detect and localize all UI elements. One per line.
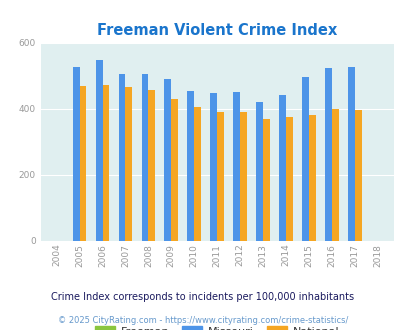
Bar xyxy=(256,102,262,241)
Bar xyxy=(164,79,171,241)
Bar xyxy=(118,74,125,241)
Bar xyxy=(324,68,331,241)
Text: Crime Index corresponds to incidents per 100,000 inhabitants: Crime Index corresponds to incidents per… xyxy=(51,292,354,302)
Bar xyxy=(171,99,178,241)
Legend: Freeman, Missouri, National: Freeman, Missouri, National xyxy=(90,322,343,330)
Bar xyxy=(102,85,109,241)
Bar xyxy=(262,119,269,241)
Bar xyxy=(194,107,200,241)
Bar xyxy=(239,112,246,241)
Bar xyxy=(141,74,148,241)
Bar xyxy=(210,93,217,241)
Bar xyxy=(148,90,155,241)
Text: © 2025 CityRating.com - https://www.cityrating.com/crime-statistics/: © 2025 CityRating.com - https://www.city… xyxy=(58,316,347,325)
Bar xyxy=(187,91,194,241)
Bar xyxy=(279,95,285,241)
Bar xyxy=(285,117,292,241)
Title: Freeman Violent Crime Index: Freeman Violent Crime Index xyxy=(97,22,337,38)
Bar xyxy=(96,60,102,241)
Bar xyxy=(79,86,86,241)
Bar xyxy=(72,67,79,241)
Bar xyxy=(233,92,239,241)
Bar xyxy=(301,77,308,241)
Bar xyxy=(125,87,132,241)
Bar xyxy=(354,110,361,241)
Bar xyxy=(331,109,338,241)
Bar xyxy=(217,112,224,241)
Bar xyxy=(308,115,315,241)
Bar xyxy=(347,67,354,241)
